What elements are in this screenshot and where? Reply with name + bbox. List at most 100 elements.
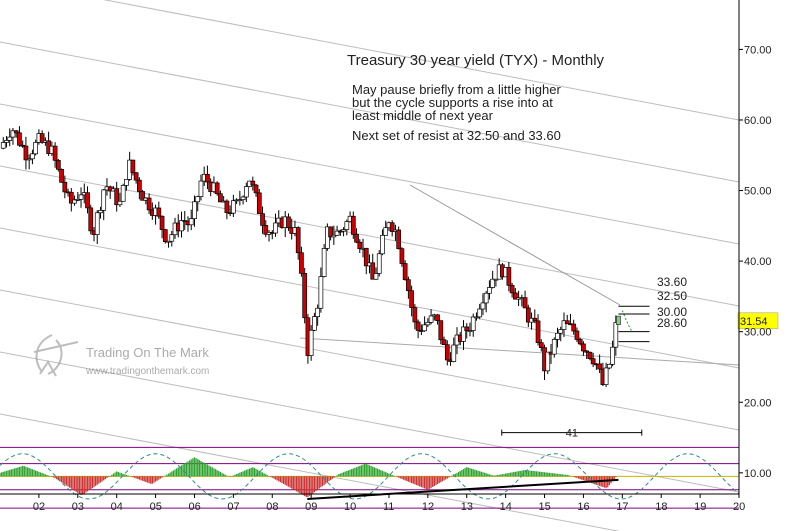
candle-body bbox=[120, 185, 126, 202]
candle-body bbox=[256, 192, 262, 215]
last-price-box bbox=[737, 312, 779, 330]
candle-body bbox=[376, 253, 382, 274]
candle-body bbox=[10, 130, 16, 138]
candle-body bbox=[467, 330, 473, 332]
x-tick-label: 16 bbox=[577, 501, 589, 513]
y-tick-label: 10.00 bbox=[744, 468, 772, 480]
svg-text:Trading On The Mark: Trading On The Mark bbox=[86, 345, 209, 360]
last-price-label: 31.54 bbox=[740, 316, 768, 328]
candle-body bbox=[218, 193, 223, 203]
candle-body bbox=[422, 324, 427, 332]
candle-body bbox=[584, 350, 590, 353]
candle-body bbox=[561, 320, 567, 330]
candle-body bbox=[538, 342, 544, 349]
candle-body bbox=[480, 302, 486, 310]
candle-body bbox=[72, 199, 77, 204]
oscillator-support-line bbox=[307, 478, 619, 500]
annotation-line-2: but the cycle supports a rise into at bbox=[352, 95, 553, 110]
candle-body bbox=[603, 367, 609, 385]
trading-on-the-mark-logo: Trading On The Mark www.tradingonthemark… bbox=[33, 334, 209, 377]
candle-body bbox=[75, 198, 81, 201]
candle-body bbox=[409, 290, 414, 308]
candle-body bbox=[441, 339, 447, 346]
candle-body bbox=[166, 240, 171, 243]
cycle-span-label: 41 bbox=[566, 428, 578, 440]
candle-body bbox=[68, 191, 74, 204]
candle-body bbox=[59, 169, 64, 183]
candle-body bbox=[224, 200, 230, 214]
candle-body bbox=[308, 329, 314, 356]
resistance-label: 30.00 bbox=[657, 305, 687, 319]
candle-body bbox=[188, 218, 194, 226]
x-tick-label: 17 bbox=[616, 501, 628, 513]
candle-body bbox=[263, 225, 269, 235]
candle-body bbox=[470, 316, 476, 331]
candle-body bbox=[260, 213, 265, 226]
candle-body bbox=[243, 186, 249, 198]
y-tick-label: 60.00 bbox=[744, 115, 772, 127]
candle-body bbox=[146, 197, 152, 211]
candle-body bbox=[124, 179, 129, 186]
candle-body bbox=[325, 226, 330, 249]
channel-line bbox=[102, 0, 740, 121]
candle-body bbox=[607, 363, 612, 369]
candle-body bbox=[13, 130, 19, 134]
candle-body bbox=[117, 200, 123, 206]
candle-body bbox=[354, 234, 359, 243]
resistance-label: 28.60 bbox=[657, 316, 687, 330]
candle-body bbox=[438, 320, 444, 341]
x-tick-label: 08 bbox=[266, 501, 278, 513]
x-tick-label: 07 bbox=[227, 501, 239, 513]
projection-path bbox=[621, 310, 633, 332]
candle-body bbox=[396, 229, 402, 250]
candle-body bbox=[461, 326, 466, 342]
x-tick-label: 05 bbox=[150, 501, 162, 513]
candle-body bbox=[315, 307, 320, 317]
candle-body bbox=[62, 181, 68, 193]
candle-body bbox=[341, 229, 346, 232]
x-tick-label: 09 bbox=[305, 501, 317, 513]
x-tick-label: 20 bbox=[733, 501, 745, 513]
candle-body bbox=[509, 285, 515, 294]
x-tick-label: 19 bbox=[694, 501, 706, 513]
candle-body bbox=[321, 248, 327, 277]
x-tick-label: 11 bbox=[383, 501, 394, 513]
candle-body bbox=[613, 322, 619, 348]
annotation-line-3: least middle of next year bbox=[352, 108, 494, 123]
cycle-curve bbox=[0, 453, 740, 500]
candle-body bbox=[587, 351, 593, 360]
candle-body bbox=[363, 247, 369, 267]
annotation-line-4: Next set of resist at 32.50 and 33.60 bbox=[352, 128, 561, 143]
candle-body bbox=[17, 132, 22, 146]
candle-body bbox=[253, 184, 259, 194]
candle-body bbox=[357, 241, 363, 250]
candle-body bbox=[415, 321, 421, 331]
candle-body bbox=[231, 200, 236, 214]
projection-candle bbox=[616, 315, 621, 325]
channel-line bbox=[0, 351, 740, 493]
candle-body bbox=[571, 323, 577, 332]
candle-body bbox=[179, 220, 184, 232]
candle-body bbox=[493, 278, 499, 281]
candle-body bbox=[513, 292, 518, 300]
candle-body bbox=[159, 215, 165, 230]
x-tick-label: 02 bbox=[33, 501, 45, 513]
channel-line bbox=[0, 103, 740, 245]
candle-body bbox=[334, 230, 340, 236]
candle-body bbox=[350, 215, 356, 235]
x-tick-label: 13 bbox=[461, 501, 473, 513]
candle-body bbox=[140, 191, 145, 201]
candle-body bbox=[7, 136, 13, 141]
candle-body bbox=[286, 216, 291, 229]
candle-body bbox=[85, 192, 90, 209]
resistance-label: 33.60 bbox=[657, 275, 687, 289]
candle-body bbox=[94, 212, 100, 235]
annotation-line-1: May pause briefly from a little higher bbox=[352, 82, 561, 97]
candle-body bbox=[451, 344, 457, 362]
candle-body bbox=[558, 329, 564, 334]
resistance-label: 32.50 bbox=[657, 289, 687, 303]
candle-body bbox=[130, 159, 136, 174]
candle-body bbox=[555, 332, 560, 340]
candle-body bbox=[299, 252, 304, 274]
chart-title: Treasury 30 year yield (TYX) - Monthly bbox=[347, 52, 605, 69]
